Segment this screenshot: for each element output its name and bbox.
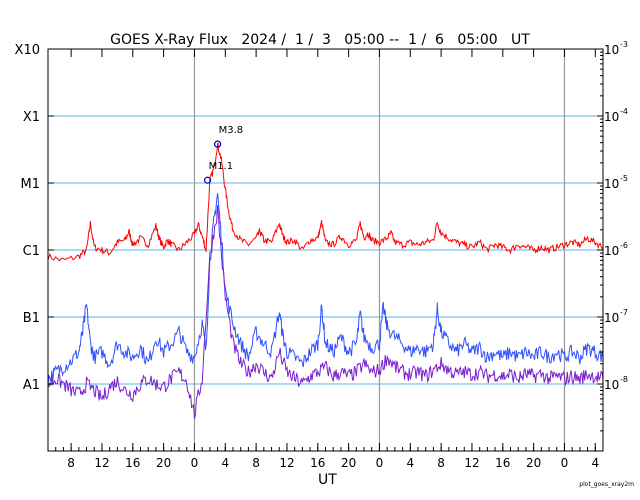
x-tick-label: 8 — [252, 456, 260, 470]
x-tick-label: 20 — [156, 456, 171, 470]
plot-credit: plot_goes_xray2m — [579, 481, 634, 488]
y-tick-label-right: 10 — [604, 43, 619, 57]
y-tick-exponent: -8 — [620, 375, 628, 384]
x-tick-label: 4 — [591, 456, 599, 470]
y-tick-label-left: X10 — [15, 43, 40, 58]
x-tick-label: 4 — [221, 456, 229, 470]
y-tick-label-right: 10 — [604, 311, 619, 325]
x-tick-label: 16 — [310, 456, 325, 470]
x-tick-label: 12 — [464, 456, 479, 470]
flare-label: M3.8 — [219, 125, 244, 136]
flare-marker — [213, 140, 222, 148]
y-tick-exponent: -3 — [620, 40, 628, 49]
x-tick-label: 0 — [376, 456, 384, 470]
series-line-2 — [48, 193, 603, 386]
y-tick-exponent: -7 — [620, 308, 628, 317]
y-tick-label-left: B1 — [23, 311, 40, 326]
x-tick-label: 16 — [495, 456, 510, 470]
x-tick-label: 0 — [191, 456, 199, 470]
chart-title: GOES X-Ray Flux 2024 / 1 / 3 05:00 -- 1 … — [110, 32, 530, 48]
y-tick-label-right: 10 — [604, 244, 619, 258]
y-tick-label-right: 10 — [604, 110, 619, 124]
y-tick-exponent: -5 — [620, 174, 628, 183]
y-tick-label-right: 10 — [604, 177, 619, 191]
x-tick-label: 0 — [561, 456, 569, 470]
x-tick-label: 16 — [125, 456, 140, 470]
y-tick-label-right: 10 — [604, 378, 619, 392]
y-tick-exponent: -4 — [620, 107, 628, 116]
x-tick-label: 8 — [437, 456, 445, 470]
x-tick-label: 20 — [526, 456, 541, 470]
series-line-1 — [48, 142, 603, 262]
flare-label: M1.1 — [209, 161, 234, 172]
x-axis-label: UT — [318, 472, 337, 488]
series-line-3 — [48, 205, 603, 419]
x-tick-label: 12 — [279, 456, 294, 470]
x-tick-label: 20 — [341, 456, 356, 470]
y-tick-label-left: X1 — [23, 110, 40, 125]
y-tick-label-left: A1 — [23, 378, 40, 393]
y-tick-exponent: -6 — [620, 241, 628, 250]
x-tick-label: 12 — [94, 456, 109, 470]
x-tick-label: 8 — [67, 456, 75, 470]
x-tick-label: 4 — [406, 456, 414, 470]
flare-marker — [203, 176, 212, 184]
y-tick-label-left: C1 — [23, 244, 40, 259]
y-tick-label-left: M1 — [21, 177, 41, 192]
